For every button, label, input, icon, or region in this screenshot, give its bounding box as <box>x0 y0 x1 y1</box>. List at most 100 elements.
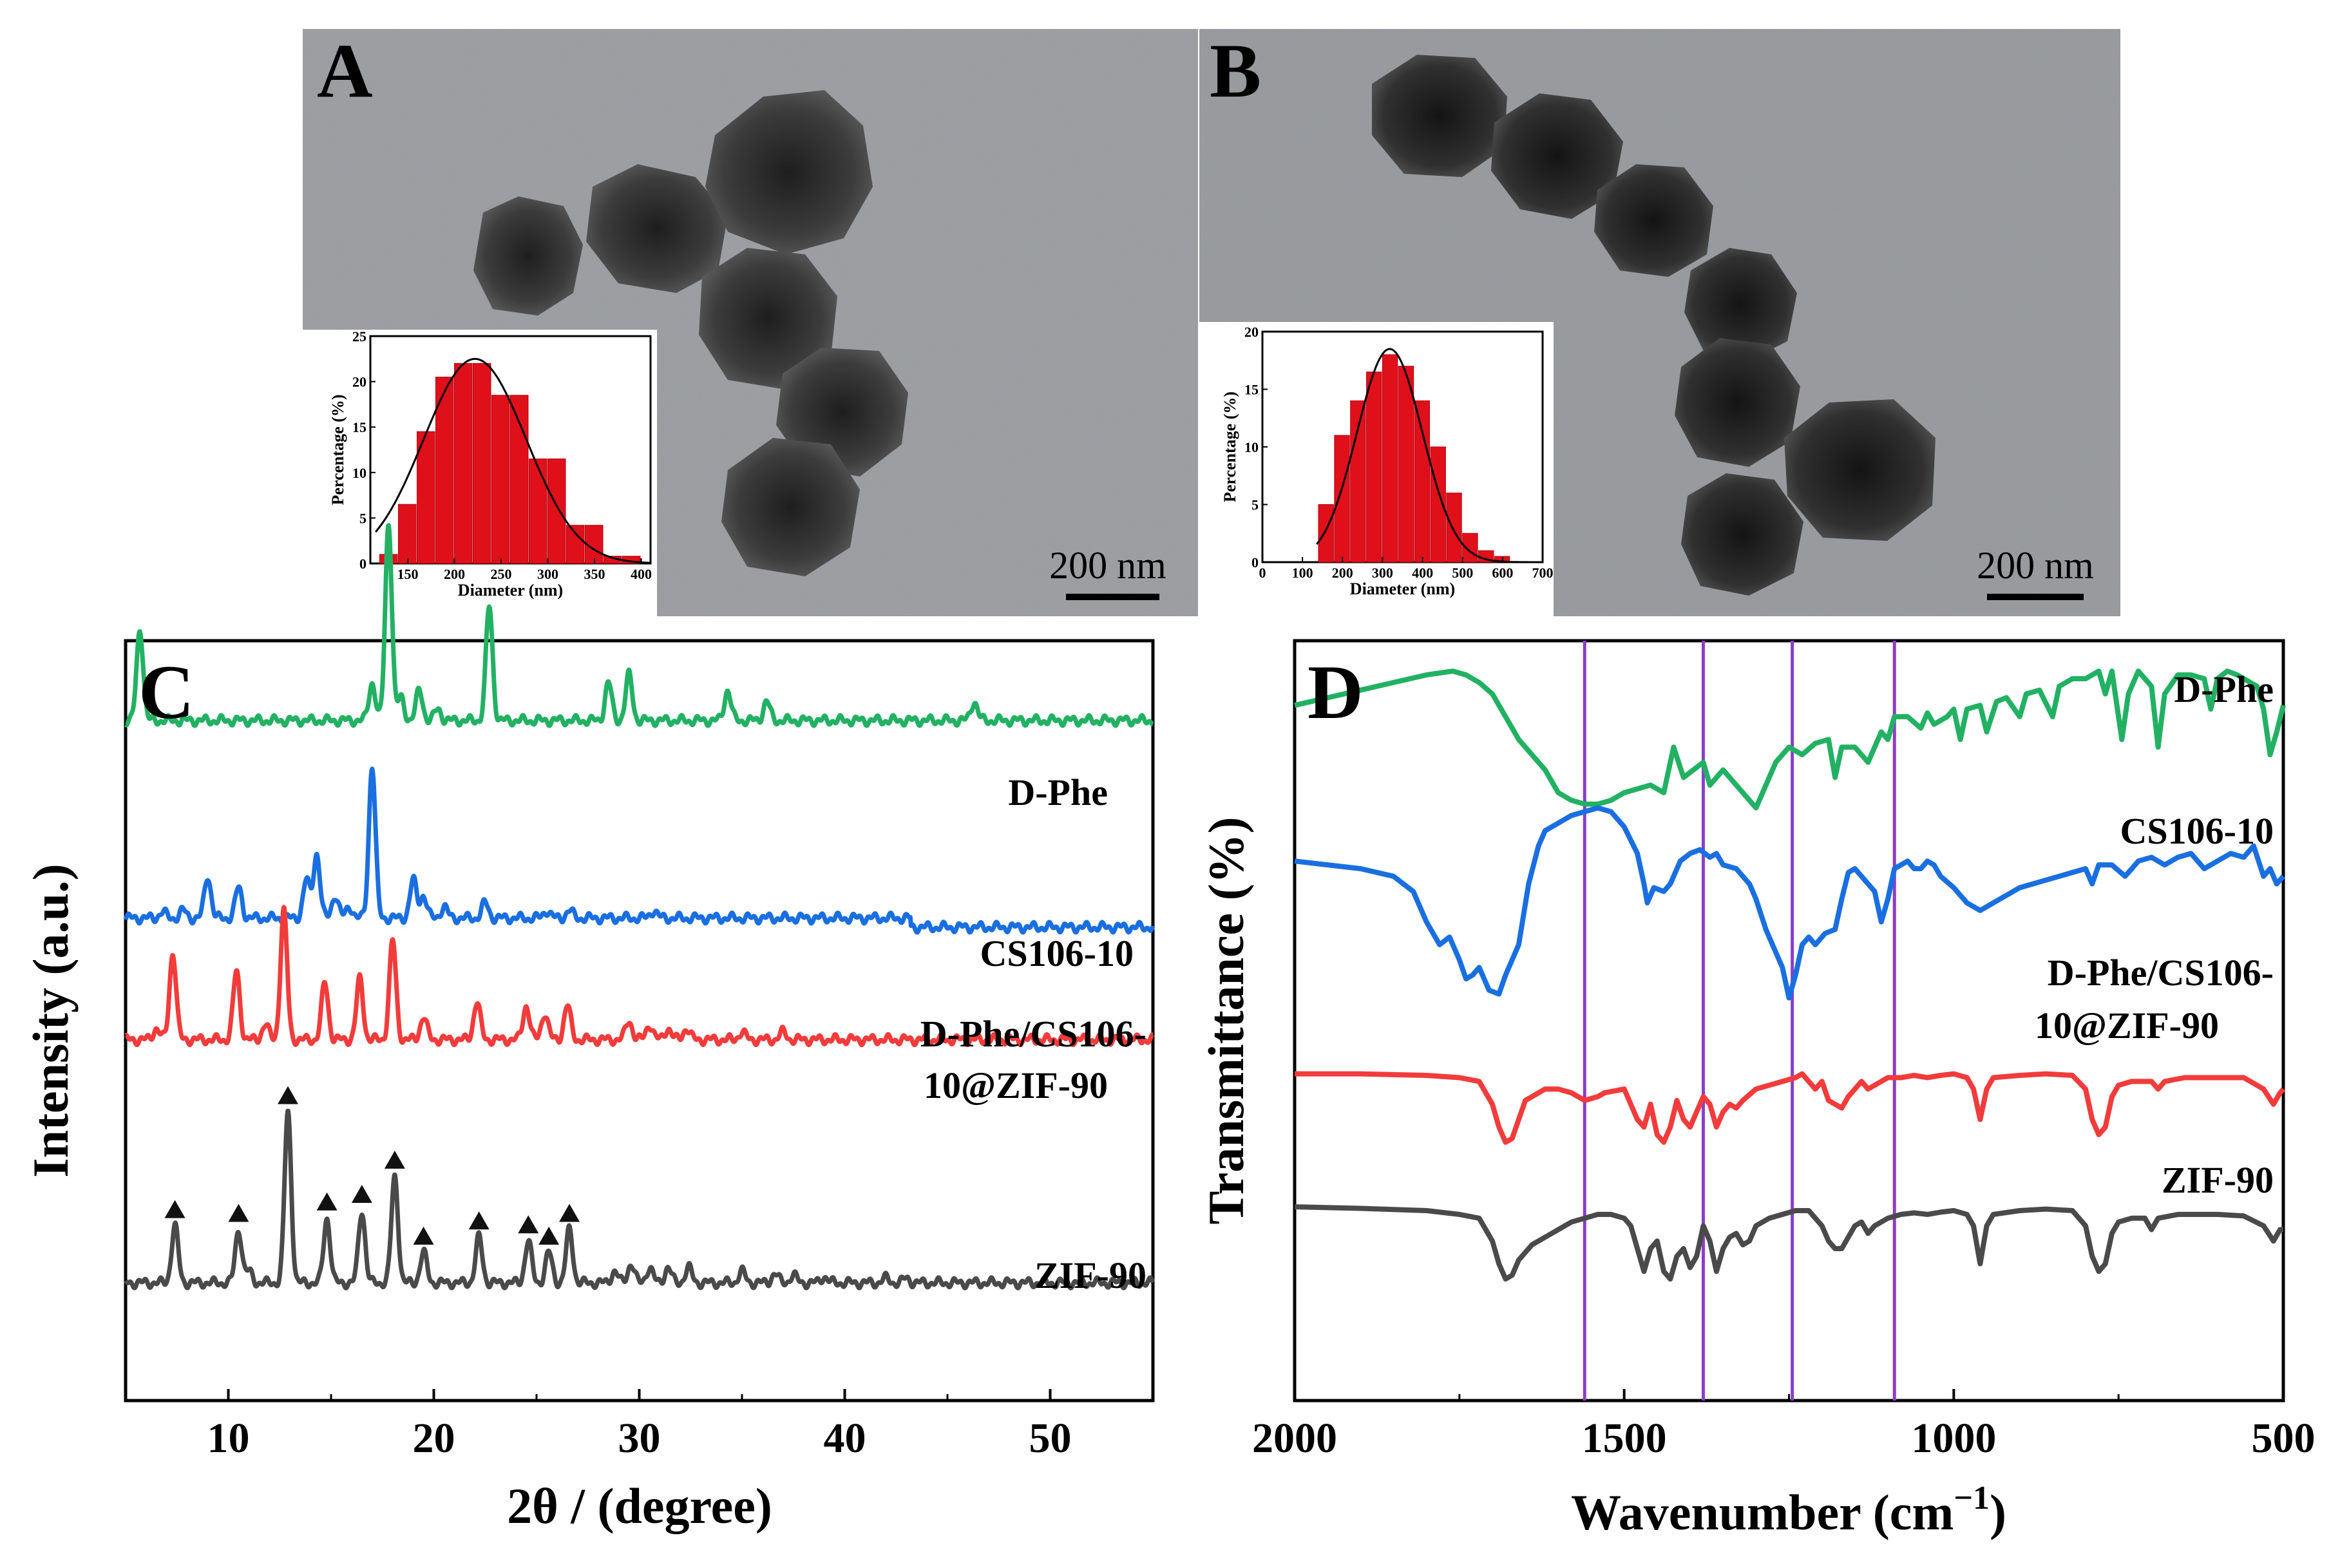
inset-x-axis-title: Diameter (nm) <box>1350 580 1455 598</box>
histogram-bar <box>566 525 585 564</box>
inset-y-tick-label: 25 <box>352 328 366 345</box>
inset-x-tick-label: 200 <box>1332 565 1353 581</box>
scale-bar-label-a: 200 nm <box>1049 544 1166 587</box>
inset-y-tick-label: 10 <box>352 465 366 481</box>
histogram-bar <box>398 504 417 564</box>
peak-marker-triangle <box>278 1086 299 1104</box>
x-tick-label-c: 10 <box>207 1415 250 1462</box>
xrd-line-d-phe <box>124 523 1155 728</box>
xrd-line-cs106-10 <box>123 766 1156 935</box>
nanoparticle <box>705 90 873 254</box>
histogram-bar <box>1382 354 1398 563</box>
xrd-line-d-phe-cs106-10-zif-90 <box>124 905 1155 1048</box>
ftir-line-zif-90 <box>1294 1204 2283 1282</box>
histogram-bar <box>435 377 454 564</box>
scale-bar-a <box>1066 594 1159 600</box>
inset-x-tick-label: 150 <box>397 566 419 582</box>
inset-x-tick-label: 350 <box>584 566 605 582</box>
peak-marker-triangle <box>468 1211 490 1230</box>
nanoparticle <box>1594 164 1713 277</box>
zif-90-peak-markers <box>164 1086 580 1245</box>
inset-x-tick-label: 300 <box>1372 565 1393 581</box>
histogram-bar <box>454 363 473 564</box>
histogram-bar <box>491 395 510 564</box>
x-tick-label-d: 1000 <box>1911 1415 1996 1462</box>
histogram-bar <box>529 458 547 564</box>
peak-marker-triangle <box>316 1192 338 1211</box>
plot-frame-d <box>1293 639 2285 1403</box>
x-tick-label-d: 500 <box>2252 1415 2316 1462</box>
xrd-series <box>123 523 1156 1290</box>
tem-particles-b <box>1372 55 1936 596</box>
scale-bar-label-b: 200 nm <box>1977 544 2094 587</box>
label-d-phe-c: D-Phe <box>1008 771 1108 813</box>
inset-y-tick-label: 20 <box>352 374 366 390</box>
x-tick-label-c: 40 <box>824 1415 866 1462</box>
inset-y-tick-label: 15 <box>352 419 366 435</box>
inset-y-tick-label: 15 <box>1244 382 1259 398</box>
histogram-inset-a: 150 200 250 300 350 400 0 5 10 15 20 25 Diameter (nm… <box>301 328 657 617</box>
nanoparticle <box>473 196 583 316</box>
peak-marker-triangle <box>351 1185 372 1203</box>
inset-x-tick-label: 400 <box>631 566 652 582</box>
nanoparticle <box>1681 473 1803 596</box>
inset-x-tick-label: 600 <box>1492 565 1513 581</box>
histogram-bar <box>1414 400 1430 563</box>
xrd-line-zif-90 <box>123 1108 1156 1290</box>
x-tick-label-c: 20 <box>413 1415 455 1462</box>
panel-c: 10 20 30 40 50 C D-Phe CS106-10 D-Phe/CS106-… <box>23 523 1156 1534</box>
ftir-line-d-phe <box>1294 668 2286 811</box>
panel-letter-c: C <box>138 649 195 735</box>
histogram-bar <box>547 458 566 564</box>
inset-x-tick-label: 400 <box>1412 565 1433 581</box>
nanoparticle <box>1675 338 1800 467</box>
nanoparticle <box>699 248 837 390</box>
label-d-phe-d: D-Phe <box>2174 668 2274 710</box>
panel-letter-b: B <box>1210 28 1261 113</box>
histogram-bar <box>417 431 435 564</box>
y-axis-title-c: Intensity (a.u.) <box>23 864 79 1178</box>
nanoparticle <box>1491 93 1623 219</box>
nanoparticle <box>1684 248 1797 361</box>
peak-marker-triangle <box>164 1200 185 1218</box>
inset-y-tick-label: 0 <box>359 556 366 572</box>
inset-y-tick-label: 10 <box>1244 439 1259 455</box>
inset-x-tick-label: 250 <box>491 566 512 582</box>
histogram-bar <box>473 363 491 564</box>
inset-x-tick-label: 300 <box>537 566 558 582</box>
tem-particles-a <box>473 90 908 576</box>
label-cs106-10-c: CS106-10 <box>980 932 1134 974</box>
label-zif-90-c: ZIF-90 <box>1034 1254 1146 1296</box>
gaussian-fit-line <box>375 357 651 564</box>
label-composite-line1-d: D-Phe/CS106- <box>2048 952 2274 994</box>
panel-letter-a: A <box>317 28 373 113</box>
ftir-series <box>1294 668 2286 1282</box>
y-axis-title-d: Transmittance (%) <box>1198 817 1254 1224</box>
reference-lines-d <box>1583 641 1896 1401</box>
x-tick-label-d: 1500 <box>1582 1415 1667 1462</box>
x-tick-label-c: 30 <box>618 1415 661 1462</box>
peak-marker-triangle <box>384 1150 405 1169</box>
inset-y-axis-title: Percentage (%) <box>1221 392 1239 502</box>
nanoparticle <box>586 164 728 293</box>
histogram-inset-b: 0 100 200 300 400 500 600 700 0 5 10 15 20 Diameter (… <box>1199 322 1554 617</box>
inset-x-tick-label: 700 <box>1532 565 1554 581</box>
panel-b: B 200 nm 0 100 200 300 400 500 600 700 0 5 10 15 20 D… <box>1199 28 2120 617</box>
x-tick-label-c: 50 <box>1029 1415 1072 1462</box>
histogram-bar <box>1446 493 1462 563</box>
inset-x-tick-label: 100 <box>1292 565 1313 581</box>
x-axis-ticks-c: 10 20 30 40 50 <box>207 1389 1072 1462</box>
peak-marker-triangle <box>538 1226 560 1245</box>
peak-marker-triangle <box>228 1204 249 1222</box>
panel-d: 2000 1500 1000 500 D D-Phe CS106-10 D-Phe/C… <box>1198 639 2316 1540</box>
inset-y-axis-title: Percentage (%) <box>328 394 347 505</box>
histogram-bar <box>1334 435 1350 563</box>
inset-x-tick-label: 500 <box>1452 565 1473 581</box>
nanoparticle <box>1784 399 1936 541</box>
x-tick-label-d: 2000 <box>1252 1415 1337 1462</box>
histogram-bar <box>1366 372 1382 563</box>
histogram-bar <box>1318 504 1334 563</box>
inset-y-tick-label: 20 <box>1244 324 1259 340</box>
histogram-bar <box>1398 366 1414 563</box>
